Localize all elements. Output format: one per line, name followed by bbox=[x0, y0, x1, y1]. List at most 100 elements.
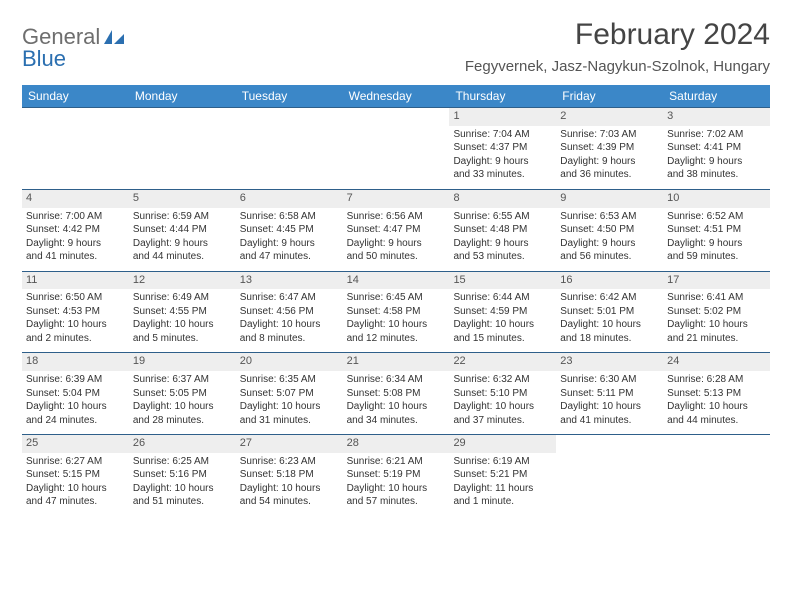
sunrise-line: Sunrise: 7:02 AM bbox=[667, 129, 766, 142]
sunrise-line: Sunrise: 6:39 AM bbox=[26, 374, 125, 387]
day-cell: 4Sunrise: 7:00 AMSunset: 4:42 PMDaylight… bbox=[22, 190, 129, 271]
day-cell: 1Sunrise: 7:04 AMSunset: 4:37 PMDaylight… bbox=[449, 108, 556, 189]
day-number: 14 bbox=[343, 272, 450, 290]
sunset-line: Sunset: 4:59 PM bbox=[453, 306, 552, 319]
sunrise-line: Sunrise: 6:27 AM bbox=[26, 456, 125, 469]
sunrise-line: Sunrise: 6:35 AM bbox=[240, 374, 339, 387]
day-number: 7 bbox=[343, 190, 450, 208]
sunrise-line: Sunrise: 7:03 AM bbox=[560, 129, 659, 142]
sunset-line: Sunset: 4:50 PM bbox=[560, 224, 659, 237]
sunrise-line: Sunrise: 6:45 AM bbox=[347, 292, 446, 305]
sunrise-line: Sunrise: 6:37 AM bbox=[133, 374, 232, 387]
logo-sail-icon bbox=[102, 28, 126, 46]
day-cell: . bbox=[236, 108, 343, 189]
day-number: 22 bbox=[449, 353, 556, 371]
daylight-line: Daylight: 10 hours bbox=[26, 401, 125, 414]
sunrise-line: Sunrise: 6:53 AM bbox=[560, 211, 659, 224]
day-number: 21 bbox=[343, 353, 450, 371]
daylight-line: Daylight: 10 hours bbox=[133, 483, 232, 496]
daylight-line: Daylight: 10 hours bbox=[667, 401, 766, 414]
page-title: February 2024 bbox=[465, 18, 770, 52]
day-number: 20 bbox=[236, 353, 343, 371]
sunset-line: Sunset: 5:13 PM bbox=[667, 388, 766, 401]
sunrise-line: Sunrise: 6:59 AM bbox=[133, 211, 232, 224]
sunset-line: Sunset: 5:08 PM bbox=[347, 388, 446, 401]
week-row: 25Sunrise: 6:27 AMSunset: 5:15 PMDayligh… bbox=[22, 434, 770, 516]
daylight-line: Daylight: 9 hours bbox=[347, 238, 446, 251]
day-cell: 25Sunrise: 6:27 AMSunset: 5:15 PMDayligh… bbox=[22, 435, 129, 516]
dow-cell: Friday bbox=[556, 85, 663, 107]
logo-word-1: General bbox=[22, 26, 100, 48]
day-cell: 3Sunrise: 7:02 AMSunset: 4:41 PMDaylight… bbox=[663, 108, 770, 189]
day-cell: 6Sunrise: 6:58 AMSunset: 4:45 PMDaylight… bbox=[236, 190, 343, 271]
sunrise-line: Sunrise: 6:58 AM bbox=[240, 211, 339, 224]
daylight-line: Daylight: 11 hours bbox=[453, 483, 552, 496]
sunrise-line: Sunrise: 6:50 AM bbox=[26, 292, 125, 305]
day-number: 2 bbox=[556, 108, 663, 126]
day-number: 3 bbox=[663, 108, 770, 126]
daylight-line: Daylight: 10 hours bbox=[240, 401, 339, 414]
sunset-line: Sunset: 5:05 PM bbox=[133, 388, 232, 401]
daylight-line: and 2 minutes. bbox=[26, 333, 125, 346]
sunset-line: Sunset: 4:44 PM bbox=[133, 224, 232, 237]
day-number: 10 bbox=[663, 190, 770, 208]
daylight-line: Daylight: 10 hours bbox=[240, 319, 339, 332]
daylight-line: and 47 minutes. bbox=[240, 251, 339, 264]
sunset-line: Sunset: 5:21 PM bbox=[453, 469, 552, 482]
dow-cell: Thursday bbox=[449, 85, 556, 107]
sunrise-line: Sunrise: 6:34 AM bbox=[347, 374, 446, 387]
daylight-line: and 36 minutes. bbox=[560, 169, 659, 182]
sunset-line: Sunset: 4:51 PM bbox=[667, 224, 766, 237]
day-number: 18 bbox=[22, 353, 129, 371]
daylight-line: Daylight: 10 hours bbox=[347, 483, 446, 496]
sunrise-line: Sunrise: 6:55 AM bbox=[453, 211, 552, 224]
daylight-line: and 1 minute. bbox=[453, 496, 552, 509]
week-row: 4Sunrise: 7:00 AMSunset: 4:42 PMDaylight… bbox=[22, 189, 770, 271]
daylight-line: and 57 minutes. bbox=[347, 496, 446, 509]
week-row: 18Sunrise: 6:39 AMSunset: 5:04 PMDayligh… bbox=[22, 352, 770, 434]
sunset-line: Sunset: 4:56 PM bbox=[240, 306, 339, 319]
sunset-line: Sunset: 5:18 PM bbox=[240, 469, 339, 482]
sunset-line: Sunset: 4:41 PM bbox=[667, 142, 766, 155]
day-number: 1 bbox=[449, 108, 556, 126]
week-row: 11Sunrise: 6:50 AMSunset: 4:53 PMDayligh… bbox=[22, 271, 770, 353]
sunset-line: Sunset: 5:07 PM bbox=[240, 388, 339, 401]
daylight-line: and 50 minutes. bbox=[347, 251, 446, 264]
day-number: 4 bbox=[22, 190, 129, 208]
daylight-line: and 41 minutes. bbox=[560, 415, 659, 428]
day-cell: 5Sunrise: 6:59 AMSunset: 4:44 PMDaylight… bbox=[129, 190, 236, 271]
daylight-line: and 37 minutes. bbox=[453, 415, 552, 428]
day-cell: 19Sunrise: 6:37 AMSunset: 5:05 PMDayligh… bbox=[129, 353, 236, 434]
day-cell: 28Sunrise: 6:21 AMSunset: 5:19 PMDayligh… bbox=[343, 435, 450, 516]
sunset-line: Sunset: 5:10 PM bbox=[453, 388, 552, 401]
sunset-line: Sunset: 4:42 PM bbox=[26, 224, 125, 237]
location-line: Fegyvernek, Jasz-Nagykun-Szolnok, Hungar… bbox=[465, 58, 770, 75]
day-cell: 15Sunrise: 6:44 AMSunset: 4:59 PMDayligh… bbox=[449, 272, 556, 353]
day-cell: 7Sunrise: 6:56 AMSunset: 4:47 PMDaylight… bbox=[343, 190, 450, 271]
sunrise-line: Sunrise: 6:25 AM bbox=[133, 456, 232, 469]
daylight-line: Daylight: 9 hours bbox=[453, 238, 552, 251]
sunrise-line: Sunrise: 6:42 AM bbox=[560, 292, 659, 305]
dow-cell: Saturday bbox=[663, 85, 770, 107]
daylight-line: Daylight: 10 hours bbox=[667, 319, 766, 332]
daylight-line: and 28 minutes. bbox=[133, 415, 232, 428]
sunset-line: Sunset: 4:37 PM bbox=[453, 142, 552, 155]
sunrise-line: Sunrise: 7:04 AM bbox=[453, 129, 552, 142]
sunrise-line: Sunrise: 6:49 AM bbox=[133, 292, 232, 305]
day-number: 16 bbox=[556, 272, 663, 290]
daylight-line: and 33 minutes. bbox=[453, 169, 552, 182]
day-cell: 10Sunrise: 6:52 AMSunset: 4:51 PMDayligh… bbox=[663, 190, 770, 271]
day-cell: 26Sunrise: 6:25 AMSunset: 5:16 PMDayligh… bbox=[129, 435, 236, 516]
calendar: SundayMondayTuesdayWednesdayThursdayFrid… bbox=[22, 85, 770, 516]
day-number: 15 bbox=[449, 272, 556, 290]
day-number: 5 bbox=[129, 190, 236, 208]
sunset-line: Sunset: 4:48 PM bbox=[453, 224, 552, 237]
day-number: 23 bbox=[556, 353, 663, 371]
daylight-line: and 12 minutes. bbox=[347, 333, 446, 346]
sunrise-line: Sunrise: 6:21 AM bbox=[347, 456, 446, 469]
sunrise-line: Sunrise: 6:41 AM bbox=[667, 292, 766, 305]
day-cell: 16Sunrise: 6:42 AMSunset: 5:01 PMDayligh… bbox=[556, 272, 663, 353]
day-number: 29 bbox=[449, 435, 556, 453]
daylight-line: Daylight: 10 hours bbox=[347, 401, 446, 414]
sunset-line: Sunset: 4:47 PM bbox=[347, 224, 446, 237]
